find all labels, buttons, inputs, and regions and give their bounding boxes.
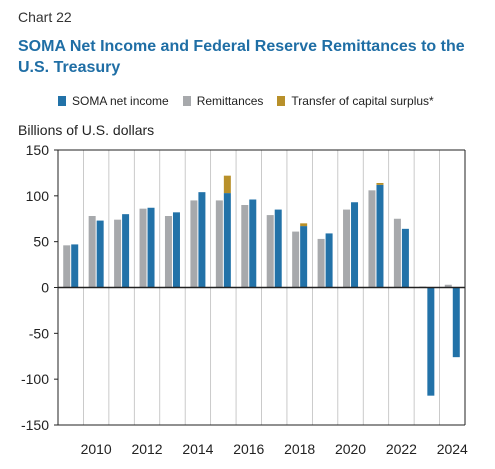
y-tick-label: 0 xyxy=(41,280,49,296)
y-axis-label: Billions of U.S. dollars xyxy=(18,122,155,138)
y-tick-label: -150 xyxy=(21,417,49,433)
legend-label-soma-net-income: SOMA net income xyxy=(72,94,169,108)
bar-remittances xyxy=(63,245,71,288)
bar-transfer-of-capital-surplus xyxy=(223,175,231,194)
bar-soma-net-income xyxy=(325,233,333,288)
bar-soma-net-income xyxy=(147,207,155,288)
legend-item-remittances: Remittances xyxy=(182,94,264,108)
chart-title: SOMA Net Income and Federal Reserve Remi… xyxy=(18,38,465,76)
x-tick-label: 2020 xyxy=(335,441,366,457)
bar-soma-net-income xyxy=(249,199,257,288)
x-tick-label: 2016 xyxy=(233,441,264,457)
y-tick-label: 150 xyxy=(26,142,50,158)
bar-soma-net-income xyxy=(96,220,104,288)
bar-remittances xyxy=(241,205,249,288)
legend-swatch-transfer-of-capital-surplus xyxy=(277,96,286,106)
y-tick-label: -50 xyxy=(29,325,49,341)
bar-soma-net-income xyxy=(376,184,384,288)
y-tick-label: 100 xyxy=(26,188,50,204)
bar-remittances xyxy=(343,209,351,288)
bar-remittances xyxy=(368,190,376,288)
chart-number: Chart 22 xyxy=(18,9,72,25)
bar-soma-net-income xyxy=(351,202,359,288)
legend-item-transfer-of-capital-surplus: Transfer of capital surplus* xyxy=(277,94,434,108)
bar-soma-net-income xyxy=(198,192,206,288)
x-tick-label: 2014 xyxy=(182,441,213,457)
bar-remittances xyxy=(114,219,122,288)
x-tick-label: 2022 xyxy=(386,441,417,457)
bar-remittances xyxy=(88,216,96,288)
legend-label-remittances: Remittances xyxy=(196,94,264,108)
y-tick-label: -100 xyxy=(21,371,49,387)
bars-layer xyxy=(63,175,460,396)
x-tick-label: 2010 xyxy=(81,441,112,457)
bar-remittances xyxy=(164,216,172,288)
bar-soma-net-income xyxy=(122,214,130,288)
bar-soma-net-income xyxy=(172,212,180,288)
bar-remittances xyxy=(266,215,274,288)
bar-remittances xyxy=(139,208,147,288)
bar-remittances xyxy=(190,200,198,288)
bar-transfer-of-capital-surplus xyxy=(300,223,308,227)
x-tick-labels: 2010 2012 2014 2016 2018 2020 2022 2024 xyxy=(81,441,468,457)
bar-soma-net-income xyxy=(223,193,231,288)
legend-item-soma-net-income: SOMA net income xyxy=(58,94,169,108)
x-tick-label: 2018 xyxy=(284,441,315,457)
legend-swatch-soma-net-income xyxy=(58,96,66,106)
bar-soma-net-income xyxy=(274,209,282,288)
bar-remittances xyxy=(215,200,223,288)
bar-soma-net-income xyxy=(71,244,79,288)
bar-remittances xyxy=(292,231,300,288)
legend-swatch-remittances xyxy=(182,96,191,106)
bar-soma-net-income xyxy=(452,287,460,358)
bar-remittances xyxy=(393,218,401,288)
y-tick-label: 50 xyxy=(33,234,49,250)
bar-remittances xyxy=(317,238,325,288)
x-tick-label: 2024 xyxy=(437,441,468,457)
bar-remittances xyxy=(444,284,452,288)
bar-soma-net-income xyxy=(427,287,435,396)
y-tick-labels: 150 100 50 0 -50 -100 -150 xyxy=(21,142,58,433)
bar-soma-net-income xyxy=(401,228,409,288)
legend: SOMA net income Remittances Transfer of … xyxy=(58,94,448,108)
x-tick-label: 2012 xyxy=(131,441,162,457)
bar-transfer-of-capital-surplus xyxy=(376,183,384,185)
legend-label-transfer-of-capital-surplus: Transfer of capital surplus* xyxy=(291,94,434,108)
bar-soma-net-income xyxy=(300,226,308,288)
